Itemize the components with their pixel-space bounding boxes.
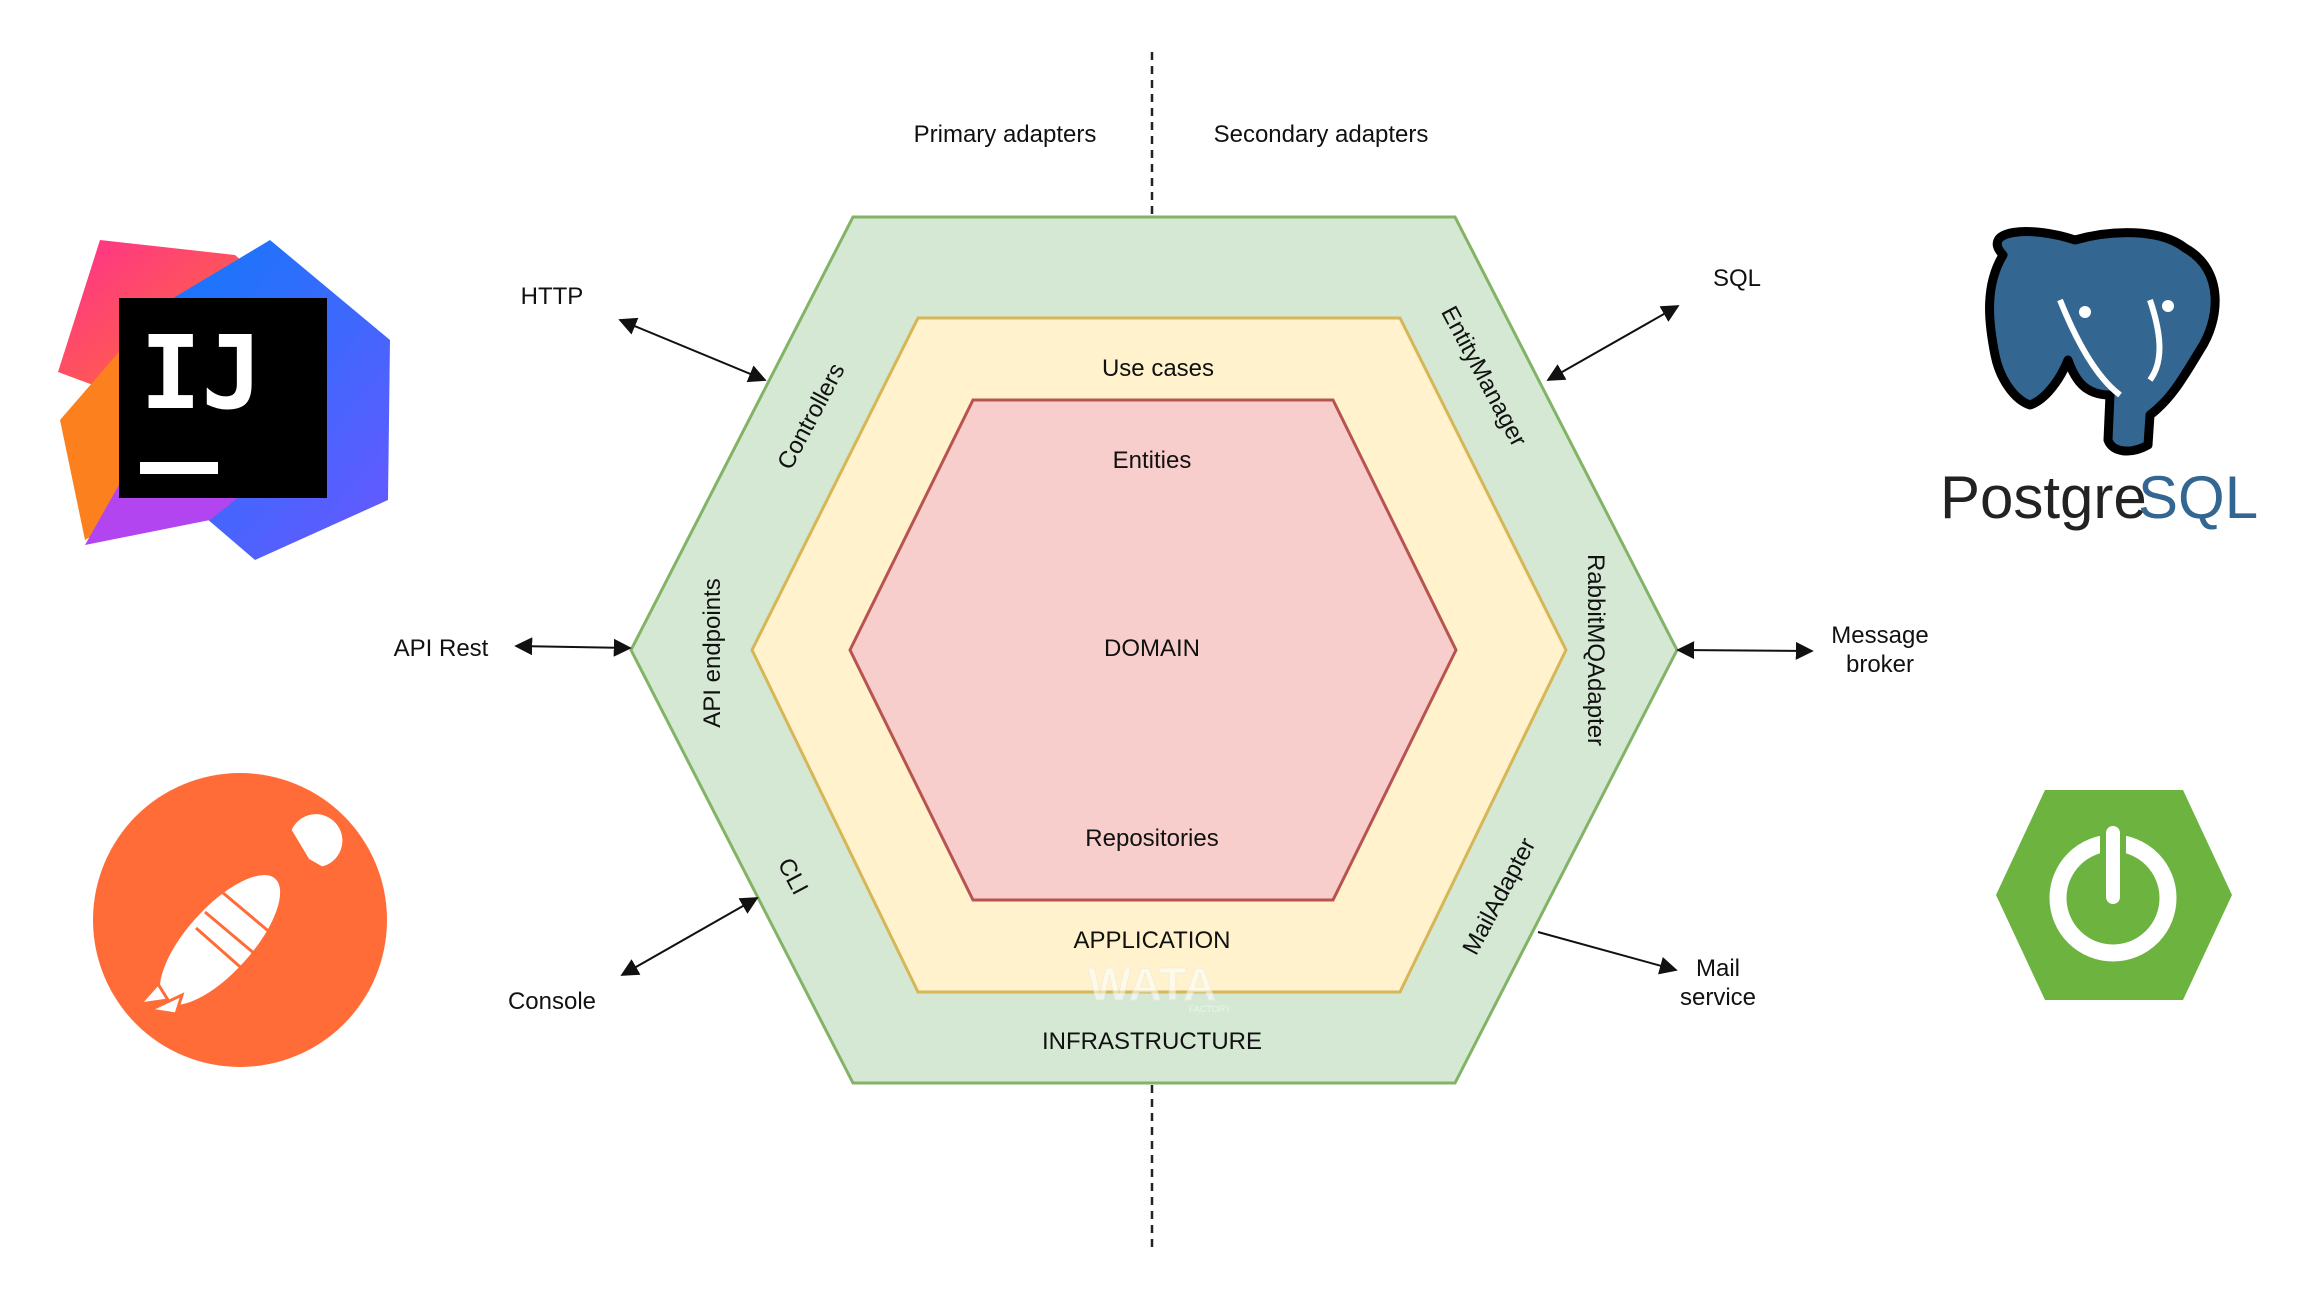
api-rest-label: API Rest — [394, 635, 489, 662]
application-label: APPLICATION — [1074, 927, 1231, 954]
mail-service-label-line2: service — [1680, 984, 1756, 1011]
api-rest-arrow — [514, 637, 632, 657]
console-label: Console — [508, 988, 596, 1015]
infrastructure-label: INFRASTRUCTURE — [1042, 1028, 1262, 1055]
spring-power-logo — [1996, 790, 2232, 1000]
message-broker-label-line2: broker — [1846, 651, 1914, 678]
entities-label: Entities — [1113, 447, 1192, 474]
secondary-adapters-label: Secondary adapters — [1214, 121, 1429, 148]
rabbitmq-adapter-label: RabbitMQAdapter — [1582, 554, 1609, 746]
message-broker-label-line1: Message — [1831, 622, 1928, 649]
sql-arrow — [1546, 305, 1680, 381]
domain-hexagon — [848, 398, 1458, 902]
watermark-text: WATA — [1088, 958, 1217, 1010]
postgresql-elephant-logo: Postgre SQL — [1940, 227, 2258, 531]
use-cases-label: Use cases — [1102, 355, 1214, 382]
http-label: HTTP — [521, 283, 584, 310]
domain-label: DOMAIN — [1104, 635, 1200, 662]
postgresql-text-part1: Postgre — [1940, 464, 2147, 531]
mail-service-arrow — [1537, 931, 1678, 975]
postgresql-text-part2: SQL — [2138, 464, 2258, 531]
intellij-logo-text: IJ — [140, 314, 263, 433]
watermark: WATA FACTORY — [1087, 958, 1231, 1015]
sql-label: SQL — [1713, 265, 1761, 292]
repositories-label: Repositories — [1085, 825, 1218, 852]
primary-adapters-label: Primary adapters — [914, 121, 1097, 148]
intellij-idea-logo: IJ — [58, 240, 390, 560]
http-arrow — [618, 317, 767, 383]
message-broker-arrow — [1676, 641, 1814, 660]
mail-service-label-line1: Mail — [1696, 955, 1740, 982]
watermark-subtext: FACTORY — [1189, 1004, 1231, 1014]
postman-logo — [93, 773, 387, 1067]
console-arrow — [620, 897, 759, 976]
api-endpoints-label: API endpoints — [699, 578, 726, 727]
